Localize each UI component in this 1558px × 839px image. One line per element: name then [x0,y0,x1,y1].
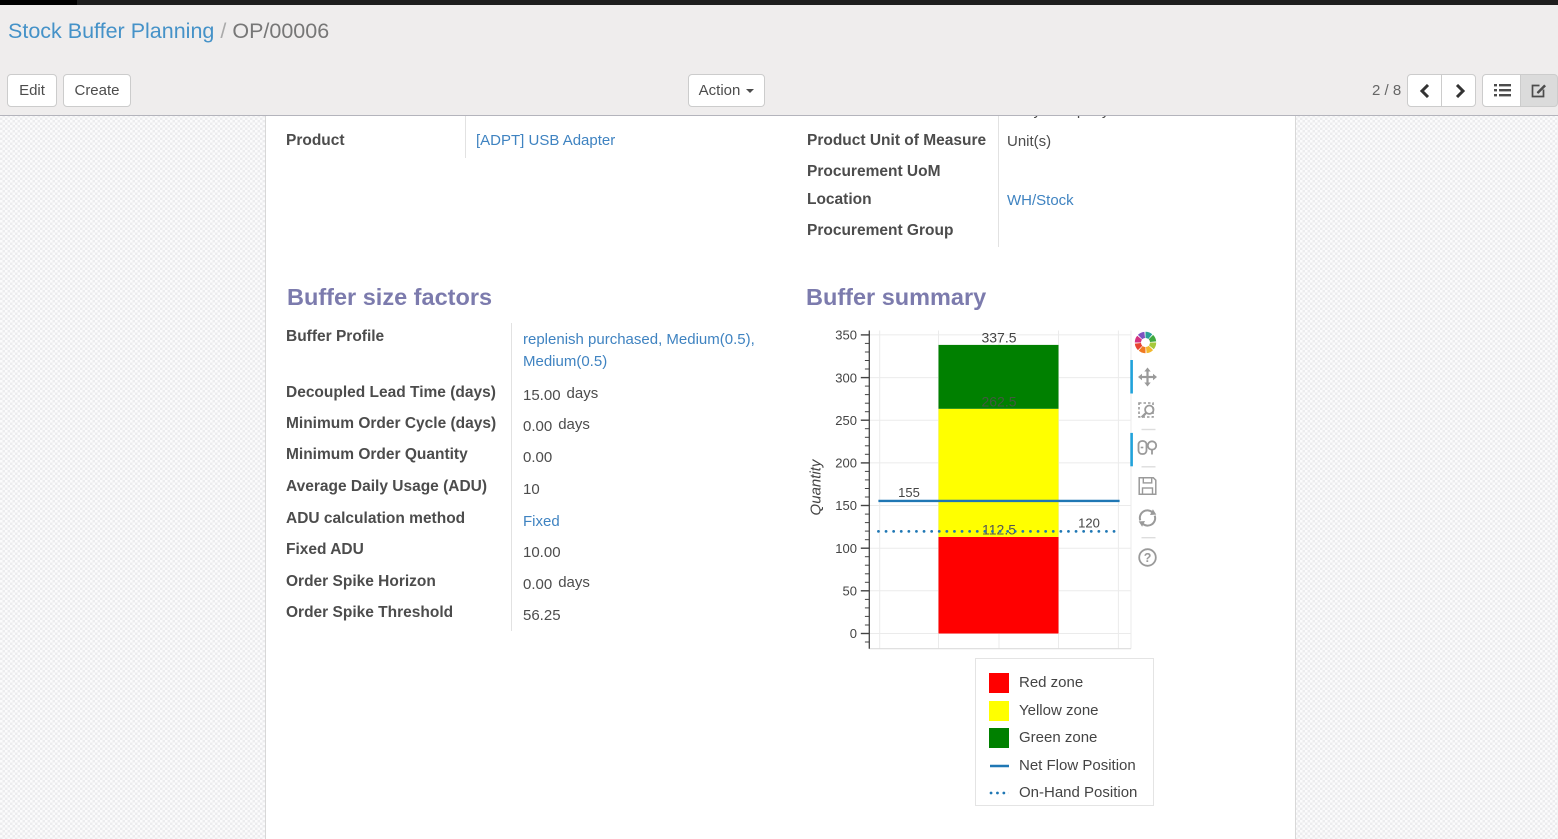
svg-text:262.5: 262.5 [981,393,1016,409]
svg-text:50: 50 [843,584,857,599]
svg-text:350: 350 [835,328,857,343]
svg-text:0: 0 [850,626,857,641]
svg-text:120: 120 [1078,515,1100,530]
svg-text:150: 150 [835,498,857,513]
svg-text:200: 200 [835,456,857,471]
svg-text:300: 300 [835,370,857,385]
svg-text:155: 155 [898,485,920,500]
svg-text:337.5: 337.5 [981,329,1016,345]
svg-text:250: 250 [835,413,857,428]
svg-text:100: 100 [835,541,857,556]
svg-text:?: ? [1144,551,1152,565]
svg-text:Quantity: Quantity [808,458,825,515]
svg-text:112.5: 112.5 [982,521,1016,537]
